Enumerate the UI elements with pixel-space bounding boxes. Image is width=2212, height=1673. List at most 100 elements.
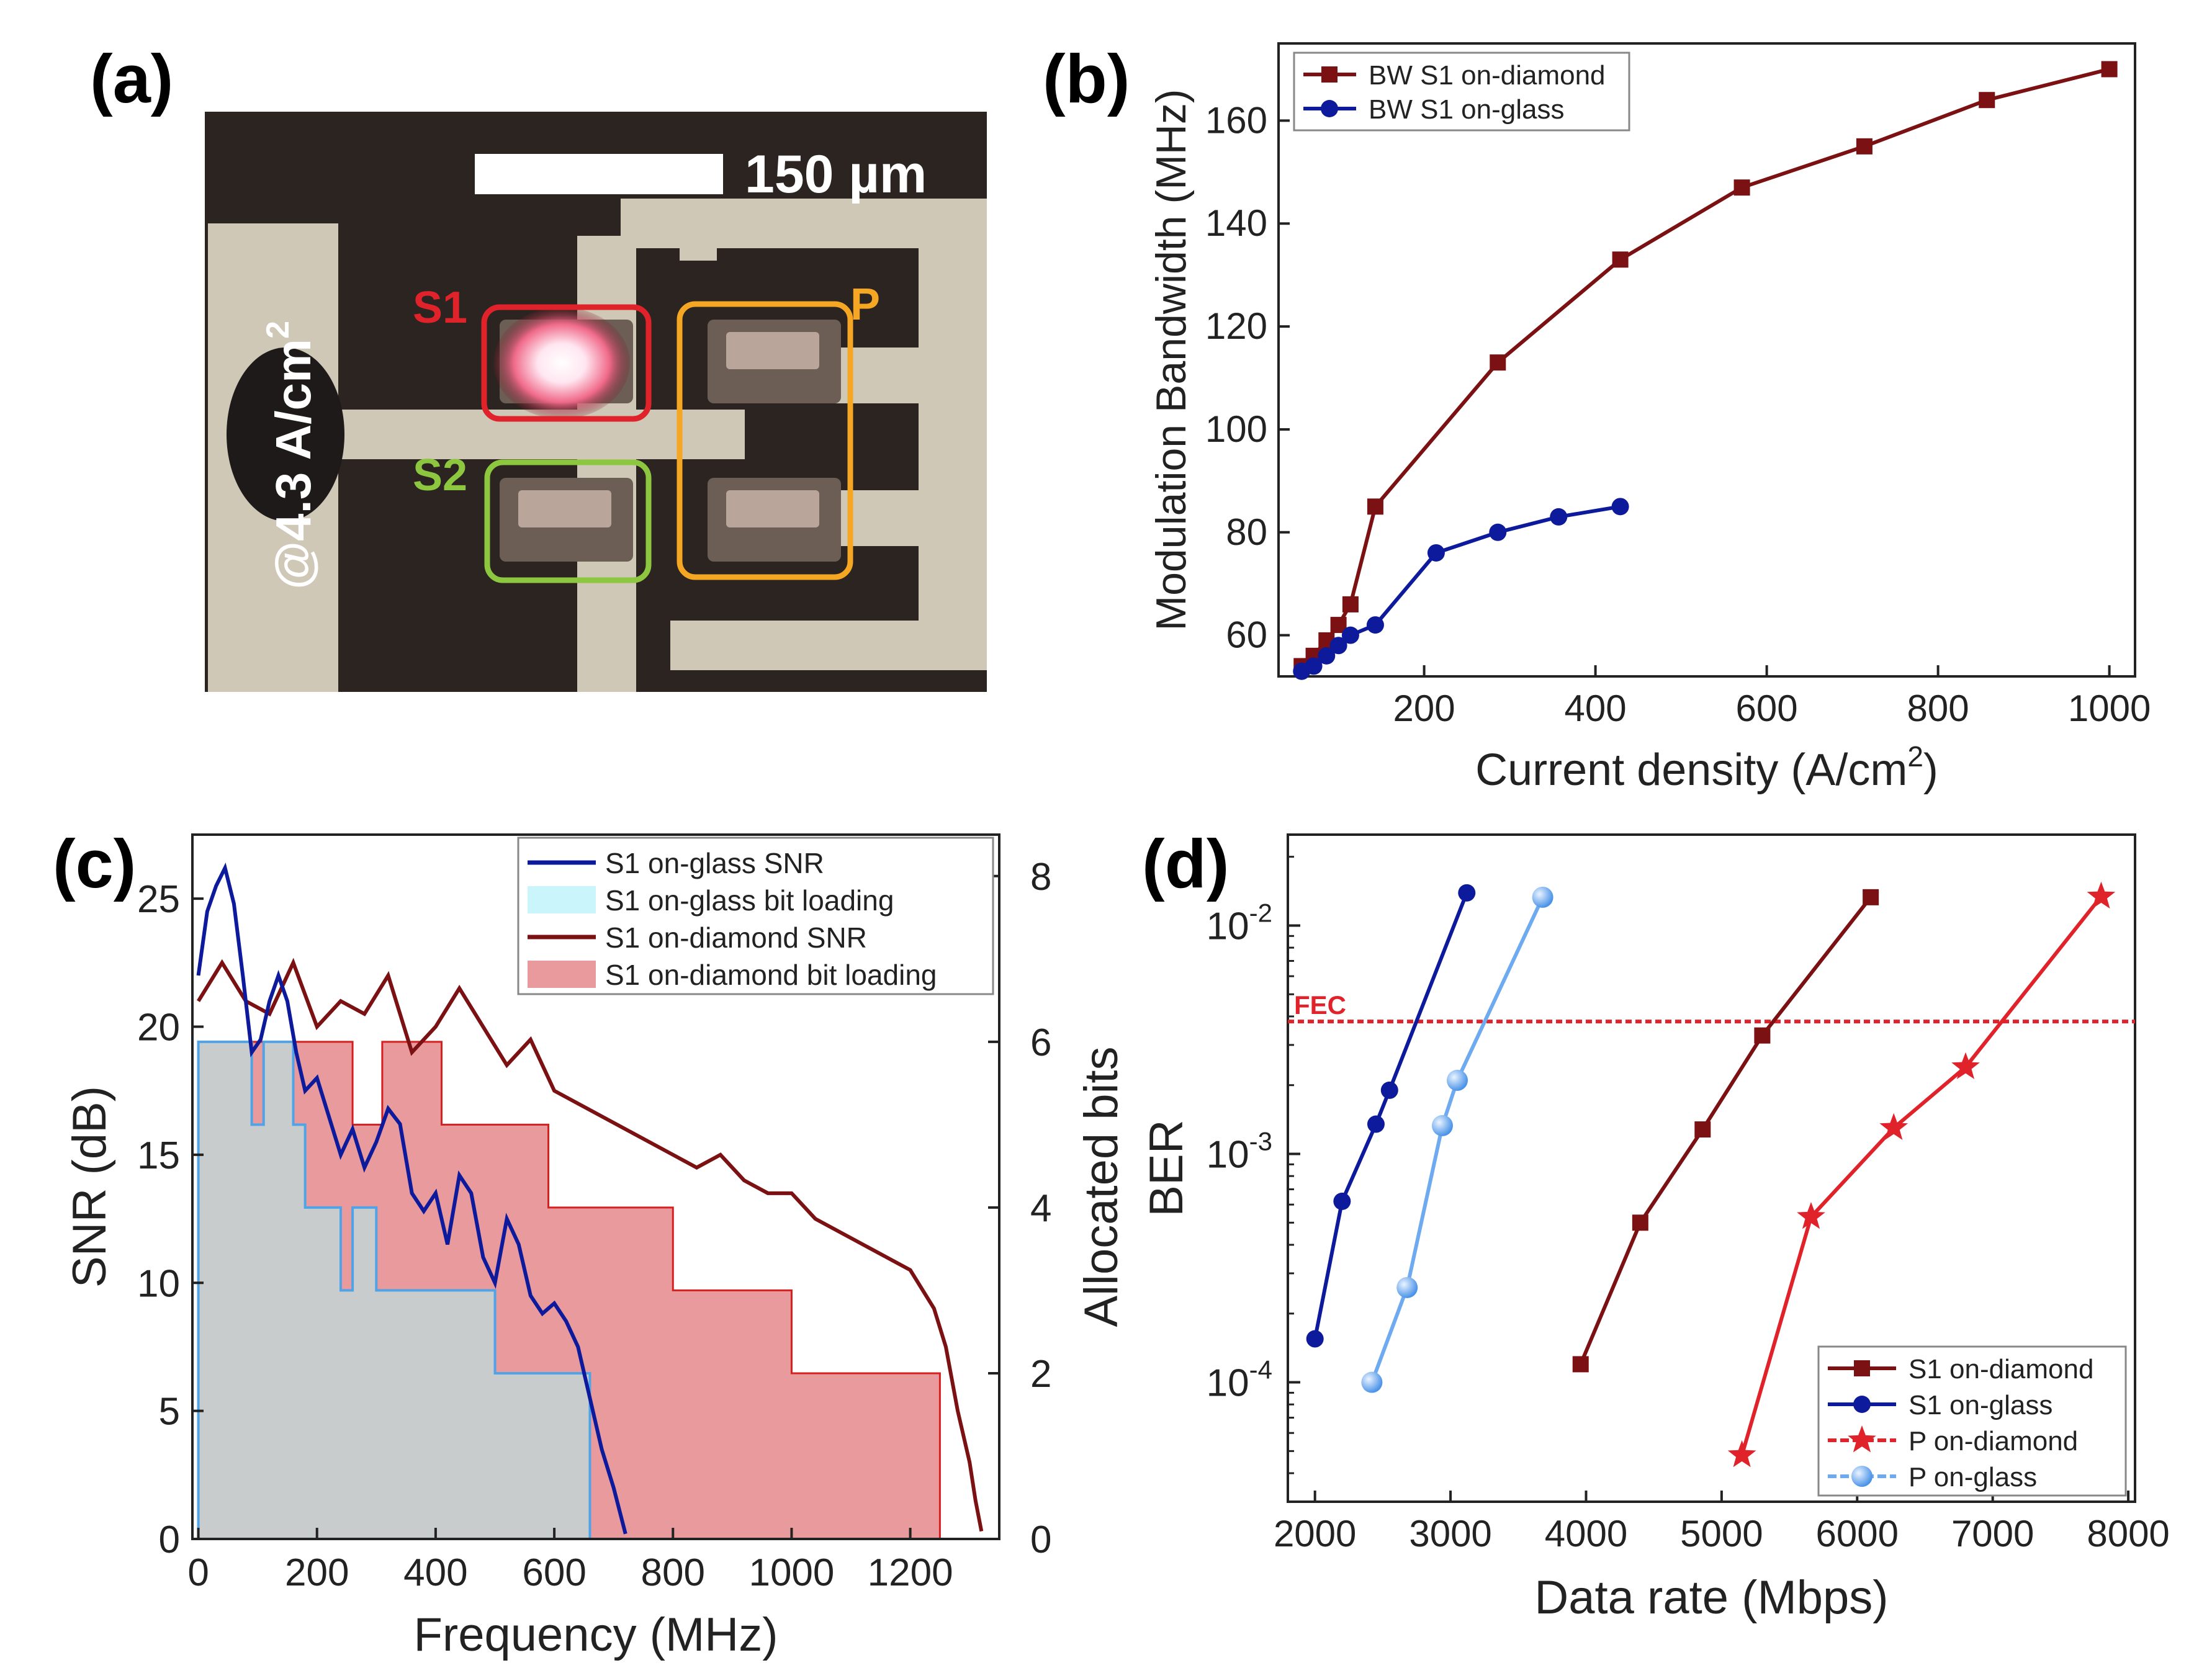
current-density-annotation: @4.3 A/cm2 bbox=[260, 321, 321, 590]
x-axis-label-b-text: Current density (A/cm bbox=[1475, 745, 1907, 795]
s2-label: S2 bbox=[413, 451, 467, 500]
x-axis-label-d: Data rate (Mbps) bbox=[1534, 1571, 1888, 1624]
x-tick-label-c: 0 bbox=[187, 1551, 209, 1594]
data-point-b bbox=[1979, 92, 1995, 109]
s2-box bbox=[484, 459, 652, 583]
legend-marker-d bbox=[1854, 1360, 1870, 1376]
x-tick-label-d: 5000 bbox=[1680, 1513, 1763, 1554]
x-tick-label-b: 800 bbox=[1907, 688, 1969, 729]
legend-label-b: BW S1 on-diamond bbox=[1369, 60, 1606, 91]
data-point-d bbox=[1396, 1276, 1418, 1298]
x-axis-label-c: Frequency (MHz) bbox=[414, 1608, 778, 1661]
plot-frame-b bbox=[1277, 42, 2136, 678]
legend-label-d: S1 on-glass bbox=[1909, 1390, 2052, 1420]
data-point-d bbox=[1306, 1330, 1324, 1348]
x-tick-label-c: 800 bbox=[641, 1551, 705, 1594]
legend-label-c: S1 on-diamond bit loading bbox=[605, 959, 937, 991]
data-point-d bbox=[1863, 889, 1879, 905]
y-tick-exp-d: -4 bbox=[1249, 1355, 1272, 1384]
y-tick-label-c: 25 bbox=[137, 878, 180, 921]
data-point-b bbox=[1427, 544, 1445, 562]
y-tick-label-b: 160 bbox=[1205, 99, 1267, 141]
x-tick-label-c: 600 bbox=[522, 1551, 586, 1594]
y-tick-base-d: 10 bbox=[1207, 1134, 1249, 1177]
y-right-axis-label-c: Allocated bits bbox=[1075, 1046, 1128, 1327]
p-label: P bbox=[850, 280, 880, 330]
legend-marker-d bbox=[1848, 1425, 1876, 1453]
wire-bond-blob bbox=[227, 348, 344, 521]
series-line-d-0 bbox=[1578, 896, 1873, 1365]
y-tick-label-c: 20 bbox=[137, 1007, 180, 1049]
x-axis-label-b: Current density (A/cm2) bbox=[1475, 740, 1938, 795]
legend-label-b: BW S1 on-glass bbox=[1369, 94, 1564, 125]
series-d-3 bbox=[1361, 886, 1553, 1393]
legend-marker-d bbox=[1853, 1396, 1871, 1413]
data-point-d bbox=[1727, 1440, 1756, 1468]
data-point-d bbox=[2087, 881, 2116, 909]
current-density-text: @4.3 A/cm bbox=[266, 339, 321, 590]
data-point-d bbox=[1754, 1027, 1771, 1044]
series-line-d-3 bbox=[1370, 896, 1545, 1383]
p-box bbox=[677, 301, 853, 580]
data-point-b bbox=[1733, 179, 1750, 196]
legend-b bbox=[1293, 52, 1630, 132]
fec-threshold-label: FEC bbox=[1294, 990, 1346, 1020]
x-tick-label-c: 200 bbox=[285, 1551, 349, 1594]
x-tick-label-d: 2000 bbox=[1274, 1513, 1356, 1554]
scale-bar-label: 150 µm bbox=[745, 145, 927, 204]
legend-swatch-c bbox=[528, 961, 596, 988]
y-tick-exp-d: -3 bbox=[1249, 1127, 1272, 1156]
data-point-d bbox=[1532, 886, 1553, 908]
data-point-d bbox=[1367, 1115, 1385, 1133]
y-tick-label-c: 5 bbox=[159, 1391, 180, 1433]
x-tick-label-b: 400 bbox=[1565, 688, 1627, 729]
data-point-b bbox=[1489, 523, 1507, 541]
y-tick-base-d: 10 bbox=[1207, 1362, 1249, 1405]
y-tick-exp-d: -2 bbox=[1249, 898, 1272, 927]
x-axis-label-b-sup: 2 bbox=[1907, 740, 1923, 773]
legend-marker-b bbox=[1321, 100, 1338, 117]
legend-marker-d bbox=[1851, 1466, 1873, 1487]
y-right-tick-label-c: 6 bbox=[1030, 1021, 1051, 1064]
x-tick-label-d: 8000 bbox=[2087, 1513, 2169, 1554]
series-d-2 bbox=[1727, 881, 2116, 1468]
data-point-b bbox=[1490, 354, 1506, 371]
data-point-d bbox=[1447, 1069, 1468, 1091]
led-device-highlights bbox=[518, 332, 819, 527]
y-tick-label-d: 10-2 bbox=[1207, 898, 1272, 948]
s1-emission-glow bbox=[493, 307, 630, 419]
plot-frame-c bbox=[191, 833, 1000, 1540]
glass-snr-line bbox=[196, 863, 627, 1535]
x-axis-label-b-end: ) bbox=[1923, 745, 1938, 795]
series-d-0 bbox=[1572, 889, 1879, 1373]
legend-label-c: S1 on-diamond SNR bbox=[605, 922, 867, 954]
legend-marker-b bbox=[1321, 66, 1338, 83]
y-right-tick-label-c: 8 bbox=[1030, 856, 1051, 899]
legend-label-d: P on-glass bbox=[1909, 1462, 2037, 1492]
legend-label-d: S1 on-diamond bbox=[1909, 1354, 2093, 1384]
y-tick-label-b: 140 bbox=[1205, 202, 1267, 244]
y-tick-label-c: 15 bbox=[137, 1134, 180, 1177]
x-tick-label-c: 1200 bbox=[868, 1551, 953, 1594]
legend-swatch-c bbox=[528, 886, 596, 913]
current-density-sup: 2 bbox=[260, 321, 296, 339]
glass-bit-loading-area bbox=[197, 1040, 591, 1540]
y-tick-label-b: 120 bbox=[1205, 305, 1267, 347]
x-tick-label-d: 3000 bbox=[1409, 1513, 1491, 1554]
data-point-b bbox=[1550, 508, 1568, 526]
y-tick-label-d: 10-3 bbox=[1207, 1127, 1272, 1177]
y-tick-base-d: 10 bbox=[1207, 905, 1249, 948]
y-tick-label-d: 10-4 bbox=[1207, 1355, 1272, 1405]
data-point-d bbox=[1380, 1081, 1398, 1099]
data-point-d bbox=[1572, 1356, 1589, 1373]
y-tick-label-b: 100 bbox=[1205, 408, 1267, 450]
data-point-d bbox=[1694, 1121, 1711, 1138]
y-tick-label-b: 80 bbox=[1226, 511, 1267, 553]
plot-frame-d bbox=[1287, 833, 2136, 1503]
x-tick-label-c: 400 bbox=[403, 1551, 467, 1594]
y-axis-label-d: BER bbox=[1140, 1119, 1193, 1216]
